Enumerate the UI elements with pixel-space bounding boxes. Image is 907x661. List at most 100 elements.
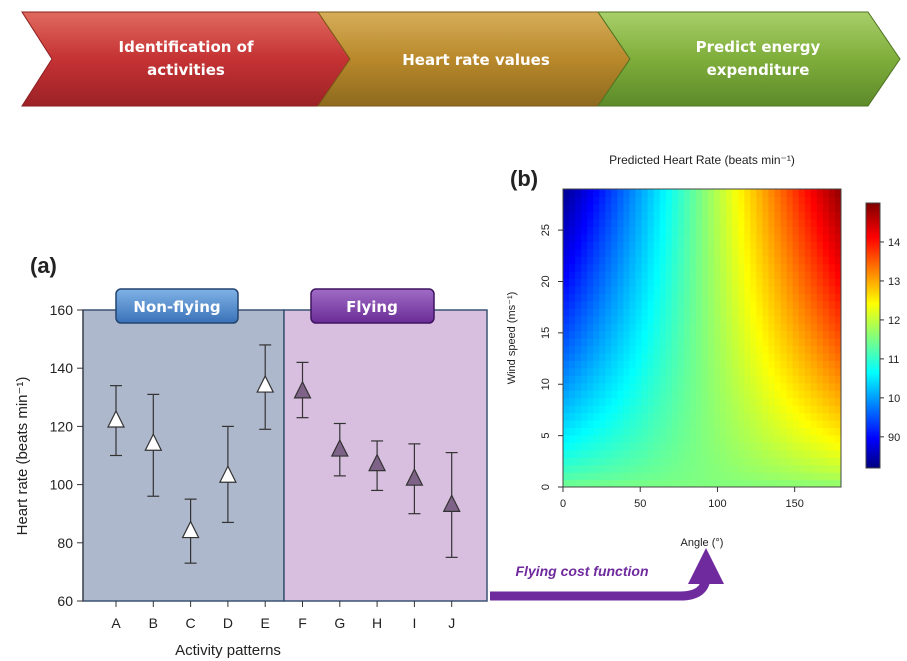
heatmap-cell [689,233,697,242]
heatmap-cell [762,241,770,250]
heatmap-cell [641,390,649,399]
heatmap-cell [659,256,667,265]
heatmap-cell [756,278,764,287]
heatmap-cell [695,233,703,242]
heatmap-cell [828,308,836,317]
heatmap-cell [611,241,618,250]
heatmap-cell [822,308,830,317]
heatmap-cell [623,308,631,317]
heatmap-cell [695,405,703,414]
heatmap-cell [720,233,727,242]
heatmap-cell [659,427,667,436]
heatmap-cell [834,285,841,294]
heatmap-cell [810,256,818,265]
heatmap-cell [665,434,673,443]
heatmap-cell [780,203,788,212]
heatmap-cell [605,315,612,324]
heatmap-cell [653,263,661,272]
heatmap-cell [732,412,739,421]
data-point-C [181,498,200,564]
heatmap-cell [822,226,830,235]
heatmap-cell [732,308,739,317]
heatmap-cell [599,472,606,481]
heatmap-cell [798,419,806,428]
heatmap-cell [792,308,800,317]
heatmap-cell [732,449,739,458]
heatmap-cell [683,472,691,481]
heatmap-cell [665,315,673,324]
heatmap-cell [786,323,794,332]
heatmap-cell [623,315,631,324]
heatmap-cell [599,278,606,287]
heatmap-cell [834,315,841,324]
heatmap-cell [563,263,570,272]
heatmap-cell [653,375,661,384]
heatmap-cell [653,457,661,466]
heatmap-cell [792,278,800,287]
heatmap-cell [575,367,582,376]
heatmap-cell [708,263,715,272]
heatmap-cell [641,375,649,384]
heatmap-cell [750,315,757,324]
heatmap-cell [629,345,637,354]
heatmap-cell [810,293,818,302]
step-3-line-1: Predict energy [696,38,821,56]
heatmap-cell [623,367,631,376]
heatmap-cell [738,352,745,361]
heatmap-cell [653,352,661,361]
heatmap-cell [665,330,673,339]
heatmap-cell [695,256,703,265]
heatmap-cell [635,412,643,421]
heatmap-cell [695,308,703,317]
heatmap-cell [780,434,788,443]
heatmap-cell [792,293,800,302]
heatmap-cell [593,308,600,317]
heatmap-cell [599,315,606,324]
heatmap-cell [732,427,739,436]
heatmap-cell [810,315,818,324]
heatmap-cell [641,256,649,265]
heatmap-cell [659,278,667,287]
heatmap-cell [708,382,715,391]
heatmap-cell [695,293,703,302]
heatmap-cell [653,464,661,473]
heatmap-cell [810,189,818,198]
heatmap-cell [575,285,582,294]
heatmap-cell [816,233,824,242]
heatmap-cell [689,472,697,481]
heatmap-cell [689,278,697,287]
heatmap-cell [659,218,667,227]
heatmap-cell [587,345,594,354]
panel-a-xlabel: Activity patterns [175,642,281,659]
heatmap-cell [617,405,625,414]
heatmap-cell [750,479,757,487]
heatmap-cell [816,360,824,369]
heatmap-cell [587,434,594,443]
heatmap-cell [804,263,812,272]
heatmap-cell [611,278,618,287]
heatmap-cell [768,360,776,369]
heatmap-cell [599,352,606,361]
heatmap-cell [714,203,721,212]
heatmap-cell [605,226,612,235]
heatmap-cell [695,382,703,391]
heatmap-cell [810,464,818,473]
heatmap-cell [750,345,757,354]
heatmap-cell [629,196,637,205]
heatmap-cell [581,375,588,384]
workflow-step-2: Heart rate values [317,11,631,107]
heatmap-cell [804,256,812,265]
heatmap-cell [780,315,788,324]
heatmap-cell [665,241,673,250]
heatmap-cell [792,315,800,324]
heatmap-cell [744,479,751,487]
heatmap-cell [792,360,800,369]
heatmap-cell [720,352,727,361]
heatmap-cell [714,479,721,487]
heatmap-cell [798,479,806,487]
heatmap-cell [641,196,649,205]
heatmap-cell [774,412,782,421]
heatmap-cell [744,434,751,443]
heatmap-cell [563,233,570,242]
heatmap-cell [683,218,691,227]
